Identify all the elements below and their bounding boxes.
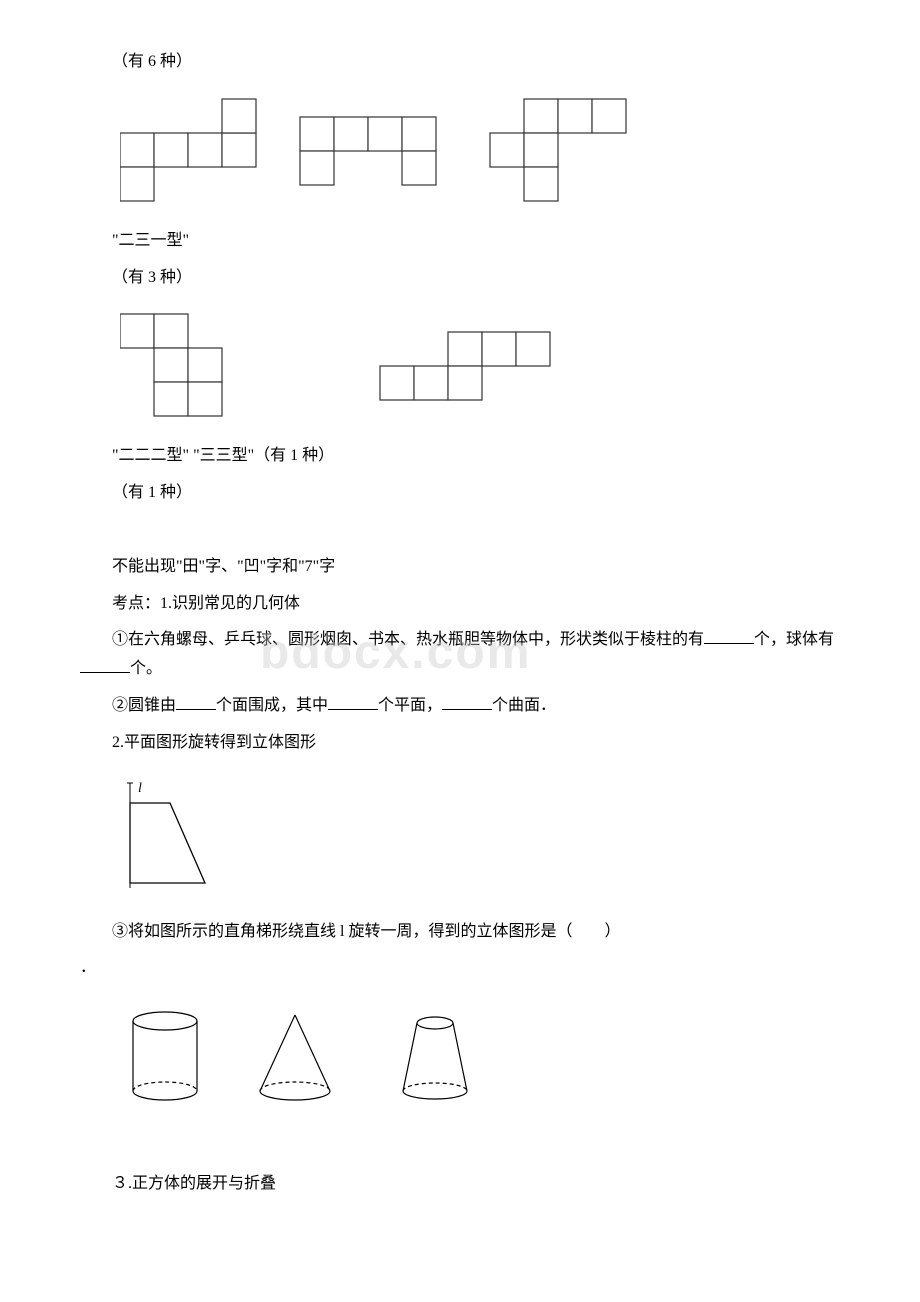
nets-row-1 (120, 97, 840, 207)
blank-4[interactable] (328, 693, 378, 710)
q2-text-d: 个曲面． (492, 697, 556, 714)
dot-line: ． (80, 954, 840, 983)
q1-text-c: 个。 (130, 660, 162, 677)
line-topic-2: 2.平面图形旋转得到立体图形 (80, 729, 840, 758)
question-1: ①在六角螺母、乒乓球、圆形烟囱、书本、热水瓶胆等物体中，形状类似于棱柱的有 个，球… (80, 626, 840, 684)
line-has-1: （有 1 种） (80, 479, 840, 508)
line-231-type: "二三一型" (80, 227, 840, 256)
question-2: ②圆锥由 个面围成，其中 个平面， 个曲面． (80, 692, 840, 721)
nets-row-2 (120, 312, 840, 422)
q1-text-a: ①在六角螺母、乒乓球、圆形烟囱、书本、热水瓶胆等物体中，形状类似于棱柱的有 (112, 631, 704, 648)
blank-2[interactable] (80, 656, 130, 673)
svg-text:l: l (138, 781, 142, 796)
line-forbidden: 不能出现"田"字、"凹"字和"7"字 (80, 553, 840, 582)
q2-text-a: ②圆锥由 (112, 697, 176, 714)
trapezoid-figure: l (120, 778, 840, 898)
q1-text-b: 个，球体有 (754, 631, 834, 648)
line-topic-1: 考点：1.识别常见的几何体 (80, 590, 840, 619)
blank-3[interactable] (176, 693, 216, 710)
line-has-6: （有 6 种） (80, 48, 840, 77)
solids-row (120, 1003, 840, 1113)
q2-text-b: 个面围成，其中 (216, 697, 328, 714)
question-3: ③将如图所示的直角梯形绕直线 l 旋转一周，得到的立体图形是（ ） (80, 918, 840, 947)
line-topic-3: ３.正方体的展开与折叠 (80, 1170, 840, 1199)
q2-text-c: 个平面， (378, 697, 442, 714)
blank-5[interactable] (442, 693, 492, 710)
blank-1[interactable] (704, 627, 754, 644)
line-has-3: （有 3 种） (80, 264, 840, 293)
line-222-33: "二二二型" "三三型"（有 1 种） (80, 442, 840, 471)
